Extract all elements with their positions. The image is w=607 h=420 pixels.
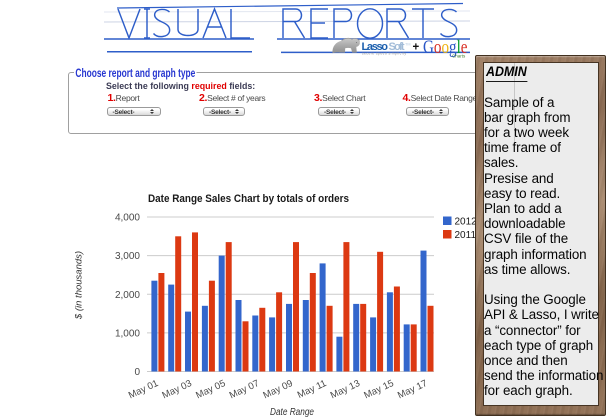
svg-text:2012: 2012 <box>455 217 478 228</box>
svg-text:May 03: May 03 <box>160 378 193 401</box>
svg-text:Date Range Sales Chart by tota: Date Range Sales Chart by totals of orde… <box>148 193 349 205</box>
svg-text:4,000: 4,000 <box>115 213 140 224</box>
svg-text:May 01: May 01 <box>127 378 160 401</box>
svg-text:May 07: May 07 <box>228 378 261 401</box>
svg-text:May 15: May 15 <box>362 378 395 401</box>
svg-text:TM: TM <box>405 43 410 47</box>
svg-text:May 11: May 11 <box>296 378 329 401</box>
svg-text:2,000: 2,000 <box>115 290 140 301</box>
svg-text:1,000: 1,000 <box>115 328 140 339</box>
svg-text:May 17: May 17 <box>396 378 429 401</box>
svg-text:May 09: May 09 <box>261 378 294 401</box>
svg-text:Google: Google <box>423 38 468 58</box>
svg-text:0: 0 <box>134 367 140 378</box>
svg-text:May 05: May 05 <box>194 378 227 401</box>
svg-text:May 13: May 13 <box>329 378 362 401</box>
svg-text:Charts: Charts <box>452 54 466 59</box>
svg-text:Date Range: Date Range <box>270 407 314 418</box>
svg-text:Lasso: Lasso <box>362 41 389 53</box>
svg-text:2011: 2011 <box>455 230 477 241</box>
svg-text:Soft: Soft <box>389 41 405 53</box>
svg-text:+: + <box>413 42 420 54</box>
svg-text:$ (in thousands): $ (in thousands) <box>74 251 85 320</box>
svg-text:3,000: 3,000 <box>115 251 140 262</box>
svg-text:secure speed simplicity: secure speed simplicity <box>362 52 406 56</box>
